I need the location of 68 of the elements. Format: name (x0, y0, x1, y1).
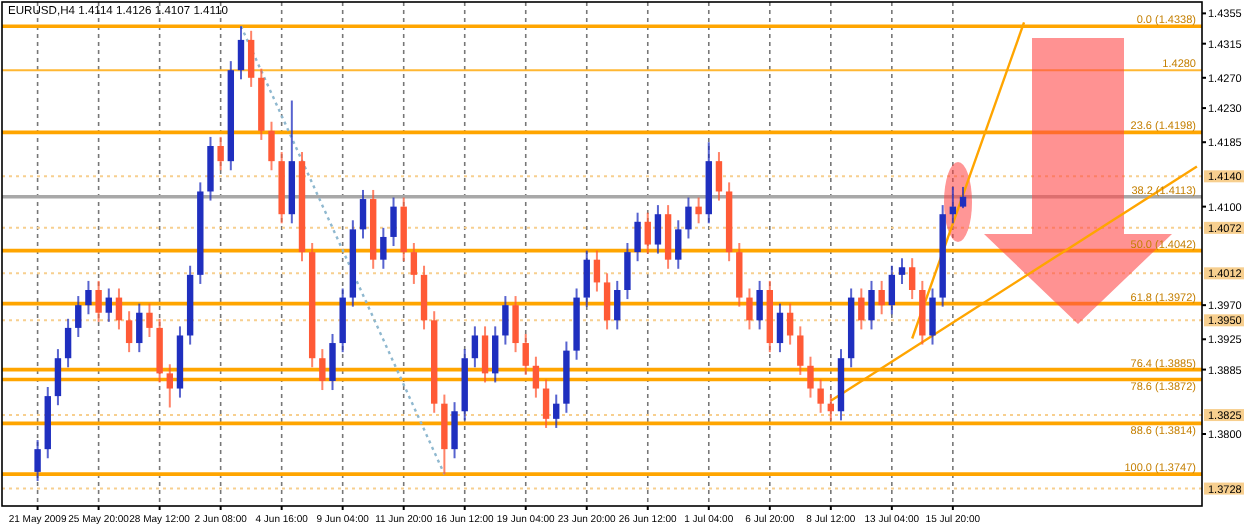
candlestick (685, 196, 692, 240)
candlestick (115, 287, 123, 331)
candlestick (217, 135, 224, 172)
candlestick (858, 287, 865, 331)
candlestick (125, 310, 133, 354)
candlestick (64, 317, 72, 369)
candlestick (542, 378, 550, 429)
candlestick (746, 287, 753, 331)
candlestick (583, 249, 590, 308)
candlestick (156, 317, 163, 384)
candlestick (959, 185, 967, 210)
candlestick (420, 264, 428, 331)
candlestick (95, 279, 102, 323)
candlestick (919, 279, 926, 346)
candlestick (268, 120, 275, 172)
candlestick (146, 302, 153, 338)
candlestick (817, 378, 824, 414)
candlestick (614, 279, 621, 331)
candlestick (410, 242, 418, 285)
candlestick (807, 355, 814, 399)
candlestick (644, 211, 651, 255)
candlestick (776, 302, 784, 354)
candlestick (481, 325, 489, 384)
candlestick (695, 196, 702, 225)
candlestick (888, 264, 896, 316)
candlestick (898, 257, 906, 285)
candlestick (624, 242, 631, 301)
candlestick (634, 211, 641, 263)
candlestick (329, 332, 336, 392)
candlestick (207, 135, 214, 202)
candlestick (380, 226, 387, 270)
candlestick (166, 363, 173, 409)
candlestick (441, 393, 448, 476)
candlestick (654, 204, 662, 255)
candlestick (319, 348, 326, 392)
candlestick (929, 287, 936, 346)
candlestick (664, 204, 672, 270)
candlestick (247, 29, 255, 88)
candlestick (797, 325, 804, 376)
candlestick (553, 393, 560, 429)
candlestick (451, 401, 458, 460)
candlestick (34, 439, 41, 482)
candlestick (400, 196, 407, 263)
candlestick (339, 287, 346, 354)
candlestick (522, 332, 529, 376)
candlestick (908, 257, 916, 301)
candlestick (75, 295, 82, 338)
candlestick (85, 279, 92, 316)
candlestick (237, 25, 245, 81)
candlestick (471, 325, 479, 369)
candlestick (136, 302, 143, 354)
candlestick (878, 279, 885, 316)
candlestick (359, 188, 367, 240)
candlestick (390, 196, 397, 248)
candlestick (54, 348, 62, 407)
candlestick (675, 219, 682, 270)
candlestick (532, 355, 540, 399)
candlestick (736, 242, 743, 308)
candlestick (492, 325, 499, 384)
candlestick (756, 279, 763, 331)
candlestick (512, 295, 519, 354)
candlestick (502, 295, 509, 346)
candlestick (786, 302, 794, 346)
candlestick (593, 249, 601, 293)
candlestick (603, 272, 611, 331)
candlestick (715, 151, 723, 202)
candlestick (868, 279, 875, 331)
candlestick (105, 287, 112, 323)
